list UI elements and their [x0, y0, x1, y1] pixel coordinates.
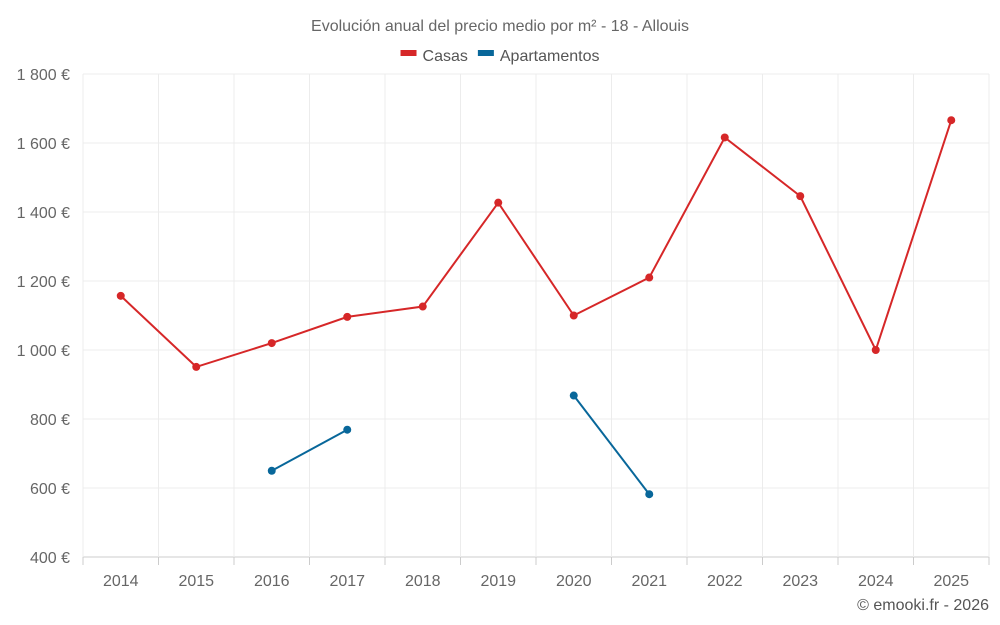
x-tick-label: 2018 [405, 573, 441, 590]
x-tick-label: 2020 [556, 573, 592, 590]
data-point[interactable] [343, 312, 352, 321]
x-tick-label: 2023 [782, 573, 818, 590]
series-line [271, 428, 348, 472]
data-point[interactable] [494, 198, 503, 207]
legend-label: Apartamentos [500, 48, 600, 65]
data-point[interactable] [720, 133, 729, 142]
x-tick-label: 2019 [480, 573, 516, 590]
legend: Casas Apartamentos [400, 48, 600, 65]
y-tick-label: 1 800 € [17, 67, 70, 84]
data-point[interactable] [267, 466, 276, 475]
y-tick-label: 1 000 € [17, 343, 70, 360]
y-tick-label: 800 € [30, 412, 70, 429]
x-tick-label: 2014 [103, 573, 139, 590]
data-point[interactable] [343, 425, 352, 434]
legend-swatch[interactable] [477, 50, 494, 56]
x-tick-label: 2015 [178, 573, 214, 590]
chart-title: Evolución anual del precio medio por m² … [311, 18, 689, 35]
x-tick-label: 2024 [858, 573, 894, 590]
y-tick-label: 1 400 € [17, 205, 70, 222]
data-point[interactable] [947, 116, 956, 125]
data-point[interactable] [645, 273, 654, 282]
x-tick-label: 2022 [707, 573, 743, 590]
data-point[interactable] [267, 339, 276, 348]
data-point[interactable] [192, 362, 201, 371]
data-point[interactable] [871, 346, 880, 354]
y-tick-label: 400 € [30, 550, 70, 567]
legend-swatch[interactable] [400, 50, 417, 56]
series-line [572, 394, 651, 495]
y-axis: 400 € 600 € 800 € 1 000 € 1 200 € 1 400 € 1 60… [17, 67, 70, 567]
y-tick-label: 1 600 € [17, 136, 70, 153]
series-group [116, 116, 956, 499]
series-casas [116, 116, 956, 371]
grid [82, 73, 990, 565]
series-apartamentos [267, 391, 654, 499]
series-line [120, 119, 953, 369]
data-point[interactable] [796, 192, 805, 201]
y-tick-label: 1 200 € [17, 274, 70, 291]
legend-label: Casas [423, 48, 468, 65]
y-tick-label: 600 € [30, 481, 70, 498]
credit-text: © emooki.fr - 2026 [857, 597, 989, 614]
data-point[interactable] [569, 311, 578, 320]
data-point[interactable] [418, 302, 427, 311]
x-tick-label: 2021 [631, 573, 667, 590]
data-point[interactable] [645, 490, 654, 499]
data-point[interactable] [116, 291, 125, 300]
x-tick-label: 2025 [933, 573, 969, 590]
x-tick-label: 2016 [254, 573, 290, 590]
x-axis: 2014 2015 2016 2017 2018 2019 2020 2021 2022 2023… [103, 573, 969, 590]
x-tick-label: 2017 [329, 573, 365, 590]
data-point[interactable] [569, 391, 578, 400]
